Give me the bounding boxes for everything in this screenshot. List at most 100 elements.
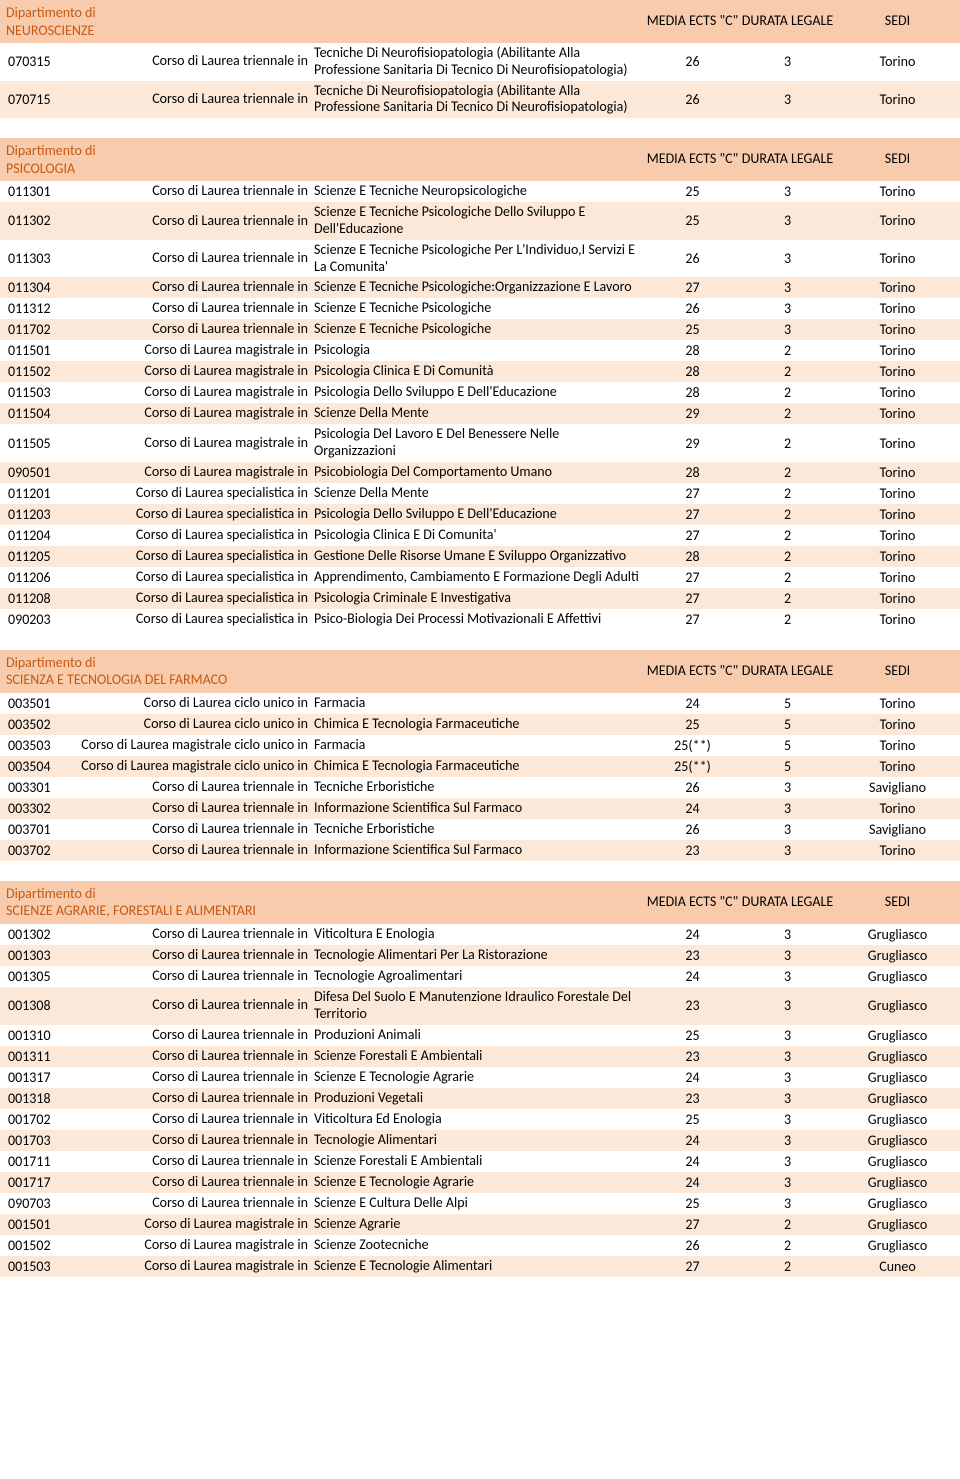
table-row: 090703Corso di Laurea triennale inScienz…: [0, 1193, 960, 1214]
table-row: 001501Corso di Laurea magistrale inScien…: [0, 1214, 960, 1235]
course-durata: 3: [740, 1088, 835, 1109]
dipartimento-di-label: Dipartimento di: [6, 142, 639, 160]
course-title: Produzioni Animali: [310, 1025, 645, 1046]
course-durata: 5: [740, 756, 835, 777]
course-sede: Torino: [835, 43, 960, 81]
course-media: 24: [645, 966, 740, 987]
course-title: Scienze Della Mente: [310, 483, 645, 504]
course-media: 24: [645, 1067, 740, 1088]
course-title: Scienze E Tecnologie Agrarie: [310, 1067, 645, 1088]
department-name: NEUROSCIENZE: [6, 22, 639, 40]
course-sede: Torino: [835, 81, 960, 119]
course-level: Corso di Laurea magistrale in: [75, 361, 310, 382]
course-title: Tecniche Di Neurofisiopatologia (Abilita…: [310, 43, 645, 81]
course-media: 23: [645, 987, 740, 1025]
section-spacer: [0, 118, 960, 138]
department-header: Dipartimento diSCIENZE AGRARIE, FORESTAL…: [0, 881, 960, 924]
course-title: Scienze Della Mente: [310, 403, 645, 424]
course-level: Corso di Laurea specialistica in: [75, 525, 310, 546]
course-media: 23: [645, 1088, 740, 1109]
course-sede: Torino: [835, 483, 960, 504]
course-code: 003701: [0, 819, 75, 840]
table-row: 001302Corso di Laurea triennale inVitico…: [0, 924, 960, 945]
course-sede: Grugliasco: [835, 1214, 960, 1235]
course-durata: 2: [740, 1256, 835, 1277]
course-title: Farmacia: [310, 693, 645, 714]
course-durata: 2: [740, 546, 835, 567]
course-code: 001503: [0, 1256, 75, 1277]
table-row: 001503Corso di Laurea magistrale inScien…: [0, 1256, 960, 1277]
course-level: Corso di Laurea magistrale in: [75, 424, 310, 462]
course-media: 25(**): [645, 735, 740, 756]
course-level: Corso di Laurea ciclo unico in: [75, 714, 310, 735]
course-title: Chimica E Tecnologia Farmaceutiche: [310, 756, 645, 777]
course-title: Informazione Scientifica Sul Farmaco: [310, 798, 645, 819]
table-row: 001711Corso di Laurea triennale inScienz…: [0, 1151, 960, 1172]
table-row: 003301Corso di Laurea triennale inTecnic…: [0, 777, 960, 798]
course-sede: Grugliasco: [835, 1067, 960, 1088]
course-level: Corso di Laurea specialistica in: [75, 588, 310, 609]
course-sede: Grugliasco: [835, 987, 960, 1025]
course-code: 001305: [0, 966, 75, 987]
course-code: 011201: [0, 483, 75, 504]
col-header-media: MEDIA ECTS "C": [645, 881, 740, 924]
course-media: 27: [645, 504, 740, 525]
course-level: Corso di Laurea specialistica in: [75, 546, 310, 567]
course-code: 011304: [0, 277, 75, 298]
course-code: 011303: [0, 240, 75, 278]
course-title: Scienze E Tecniche Psicologiche: [310, 298, 645, 319]
course-media: 27: [645, 277, 740, 298]
course-media: 27: [645, 525, 740, 546]
department-name-block: Dipartimento diSCIENZE AGRARIE, FORESTAL…: [0, 881, 645, 924]
course-durata: 2: [740, 567, 835, 588]
course-durata: 3: [740, 43, 835, 81]
course-level: Corso di Laurea triennale in: [75, 43, 310, 81]
table-row: 001702Corso di Laurea triennale inVitico…: [0, 1109, 960, 1130]
course-sede: Torino: [835, 181, 960, 202]
course-sede: Torino: [835, 462, 960, 483]
course-media: 24: [645, 924, 740, 945]
course-code: 001711: [0, 1151, 75, 1172]
course-media: 25: [645, 1109, 740, 1130]
course-sede: Torino: [835, 319, 960, 340]
course-media: 23: [645, 945, 740, 966]
course-level: Corso di Laurea magistrale in: [75, 462, 310, 483]
course-durata: 3: [740, 987, 835, 1025]
table-row: 011201Corso di Laurea specialistica inSc…: [0, 483, 960, 504]
course-code: 011501: [0, 340, 75, 361]
course-code: 001502: [0, 1235, 75, 1256]
course-media: 25: [645, 714, 740, 735]
department-header: Dipartimento diNEUROSCIENZEMEDIA ECTS "C…: [0, 0, 960, 43]
course-level: Corso di Laurea magistrale ciclo unico i…: [75, 735, 310, 756]
course-durata: 3: [740, 240, 835, 278]
course-durata: 3: [740, 1025, 835, 1046]
course-level: Corso di Laurea triennale in: [75, 277, 310, 298]
course-title: Tecniche Erboristiche: [310, 819, 645, 840]
table-row: 011303Corso di Laurea triennale inScienz…: [0, 240, 960, 278]
course-durata: 3: [740, 1130, 835, 1151]
course-level: Corso di Laurea triennale in: [75, 924, 310, 945]
course-code: 090703: [0, 1193, 75, 1214]
table-row: 003702Corso di Laurea triennale inInform…: [0, 840, 960, 861]
course-durata: 3: [740, 819, 835, 840]
col-header-durata: DURATA LEGALE: [740, 650, 835, 693]
course-sede: Torino: [835, 588, 960, 609]
table-row: 011505Corso di Laurea magistrale inPsico…: [0, 424, 960, 462]
col-header-media: MEDIA ECTS "C": [645, 650, 740, 693]
course-level: Corso di Laurea magistrale in: [75, 340, 310, 361]
department-name: SCIENZE AGRARIE, FORESTALI E ALIMENTARI: [6, 902, 639, 920]
course-level: Corso di Laurea triennale in: [75, 298, 310, 319]
course-level: Corso di Laurea triennale in: [75, 987, 310, 1025]
course-media: 28: [645, 462, 740, 483]
course-media: 27: [645, 483, 740, 504]
course-code: 001702: [0, 1109, 75, 1130]
course-title: Gestione Delle Risorse Umane E Sviluppo …: [310, 546, 645, 567]
course-media: 29: [645, 403, 740, 424]
course-level: Corso di Laurea ciclo unico in: [75, 693, 310, 714]
course-durata: 2: [740, 609, 835, 630]
course-title: Scienze E Tecniche Psicologiche Dello Sv…: [310, 202, 645, 240]
table-row: 001502Corso di Laurea magistrale inScien…: [0, 1235, 960, 1256]
table-row: 003503Corso di Laurea magistrale ciclo u…: [0, 735, 960, 756]
course-sede: Torino: [835, 424, 960, 462]
course-code: 011205: [0, 546, 75, 567]
